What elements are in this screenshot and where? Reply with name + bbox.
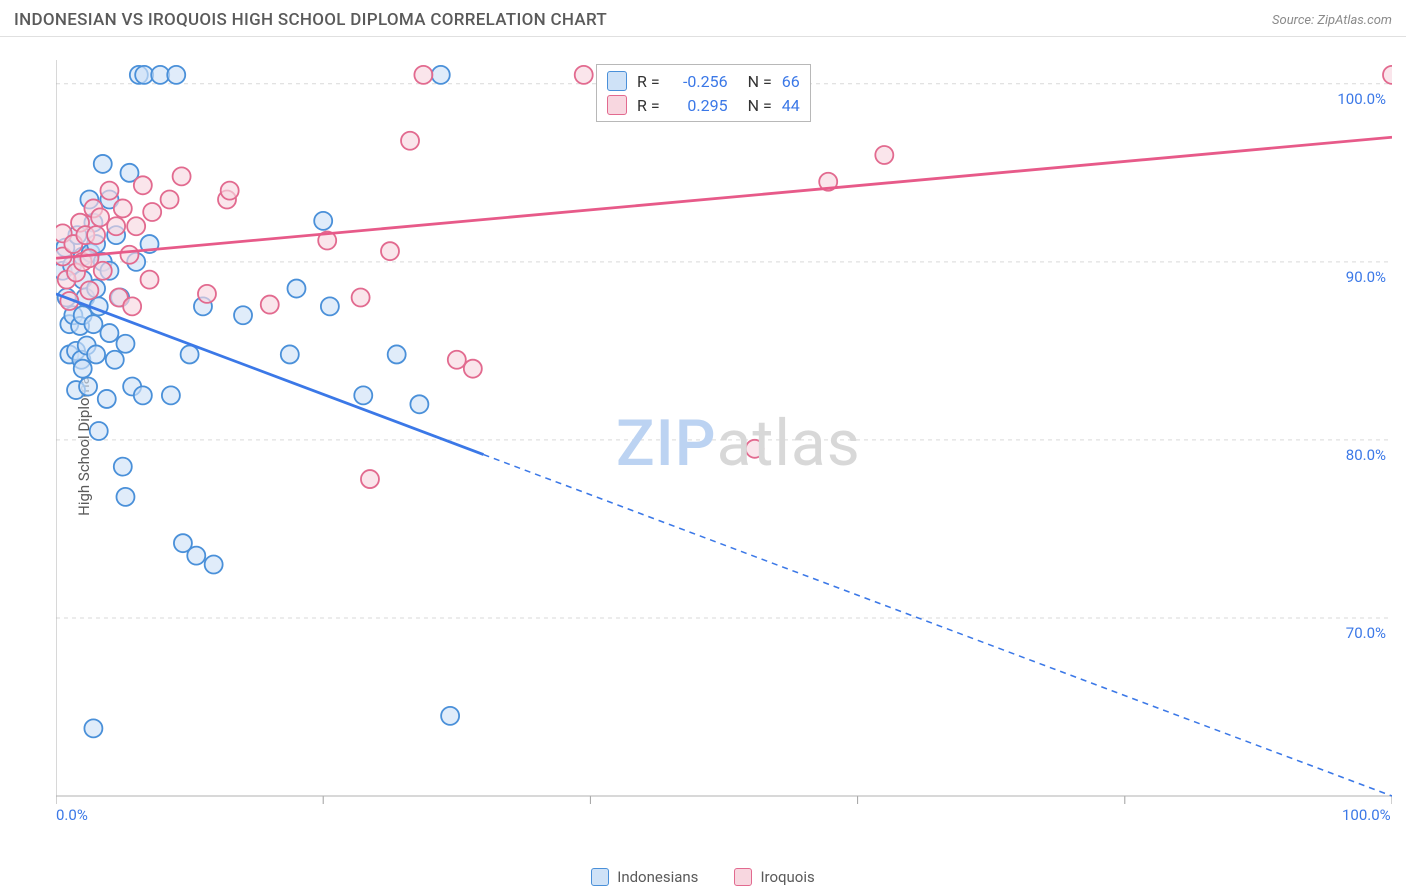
scatter-plot-svg (56, 46, 1392, 826)
correlation-legend: R = -0.256 N = 66 R = 0.295 N = 44 (596, 64, 811, 122)
stat-r-value: -0.256 (670, 72, 728, 91)
y-tick-label: 100.0% (1337, 90, 1386, 108)
stat-r-label: R = (637, 96, 660, 115)
y-tick-label: 90.0% (1346, 268, 1386, 286)
swatch-indonesians (591, 868, 609, 886)
stat-row: R = 0.295 N = 44 (607, 93, 800, 117)
stat-swatch (607, 95, 627, 115)
legend-label-iroquois: Iroquois (760, 868, 814, 886)
legend-label-indonesians: Indonesians (617, 868, 698, 886)
stat-row: R = -0.256 N = 66 (607, 69, 800, 93)
y-tick-label: 70.0% (1346, 624, 1386, 642)
bottom-legend: Indonesians Iroquois (0, 868, 1406, 886)
chart-container: INDONESIAN VS IROQUOIS HIGH SCHOOL DIPLO… (0, 0, 1406, 892)
stat-n-label: N = (748, 96, 772, 115)
stat-r-value: 0.295 (670, 96, 728, 115)
stat-swatch (607, 71, 627, 91)
y-tick-label: 80.0% (1346, 446, 1386, 464)
legend-entry-indonesians: Indonesians (591, 868, 698, 886)
stat-n-value: 44 (782, 96, 800, 115)
stat-n-value: 66 (782, 72, 800, 91)
stat-r-label: R = (637, 72, 660, 91)
stat-n-label: N = (748, 72, 772, 91)
plot-area: ZIPatlas R =-0.256N =66R =0.295N =44 70.… (56, 46, 1392, 826)
x-tick-label: 100.0% (1342, 806, 1391, 824)
chart-source: Source: ZipAtlas.com (1272, 13, 1392, 28)
chart-title: INDONESIAN VS IROQUOIS HIGH SCHOOL DIPLO… (14, 10, 607, 30)
legend-entry-iroquois: Iroquois (734, 868, 814, 886)
swatch-iroquois (734, 868, 752, 886)
chart-header: INDONESIAN VS IROQUOIS HIGH SCHOOL DIPLO… (0, 0, 1406, 37)
x-tick-label: 0.0% (56, 806, 88, 824)
